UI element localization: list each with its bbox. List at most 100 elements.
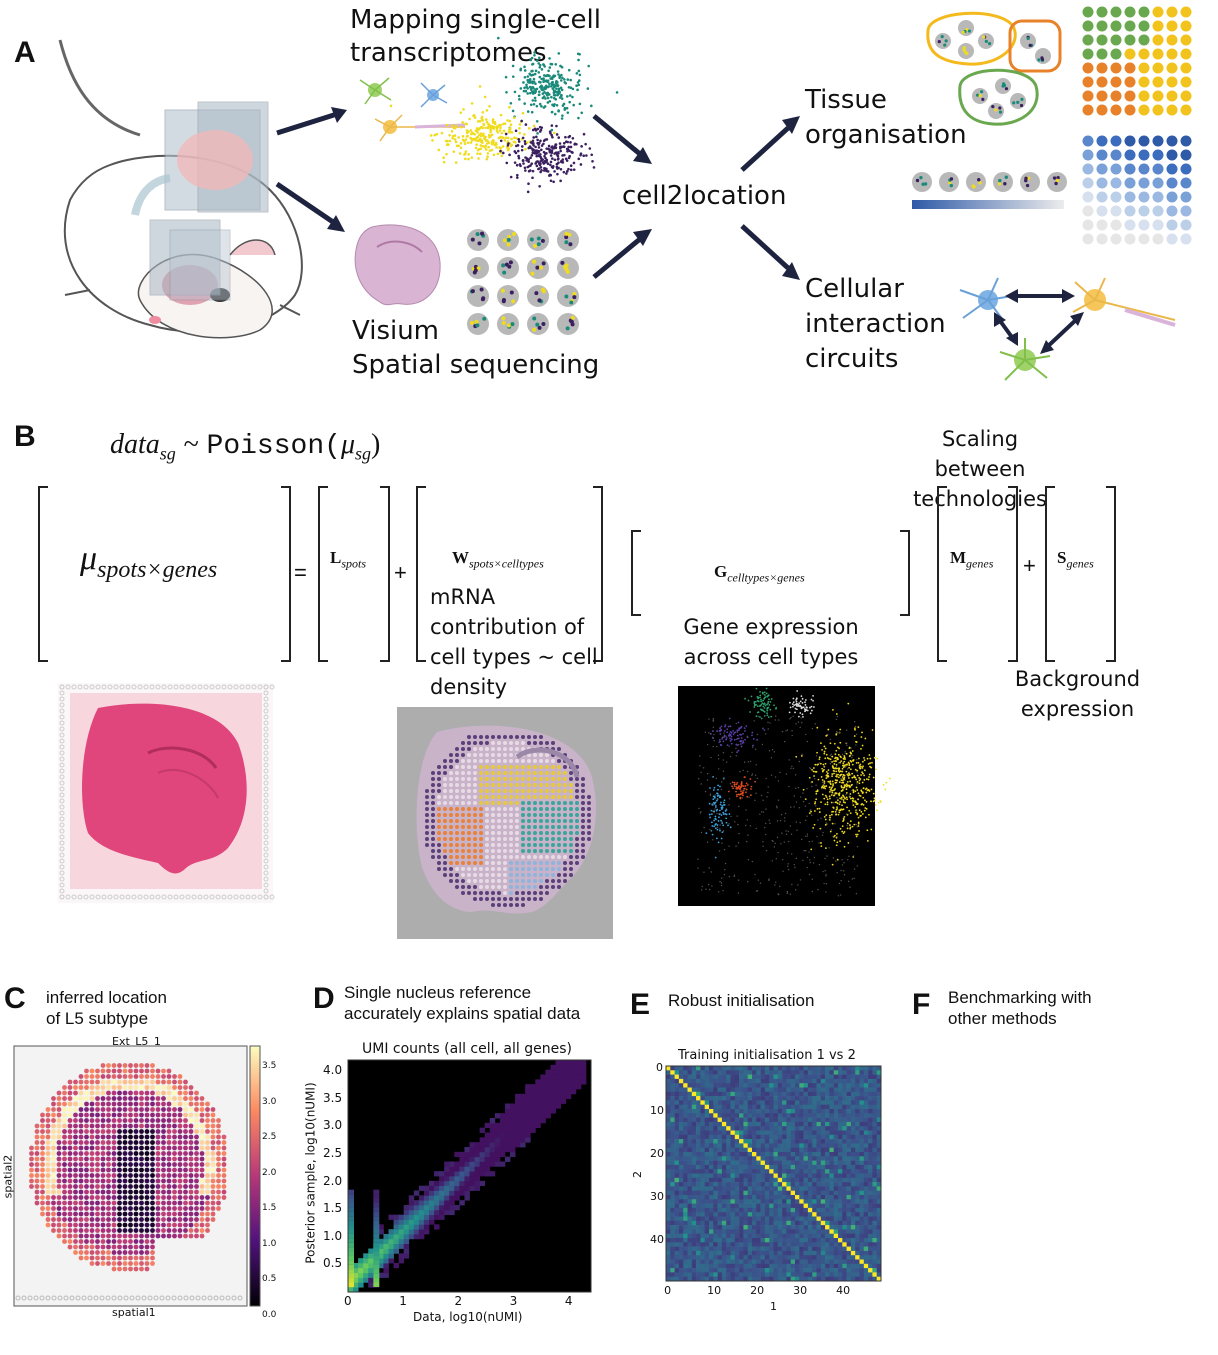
matrix-dot bbox=[1096, 191, 1108, 203]
matrix-dot bbox=[1096, 177, 1108, 189]
w-note-line1: mRNA bbox=[430, 585, 496, 609]
d-title-line1: Single nucleus reference bbox=[344, 983, 532, 1002]
f-title-line2: other methods bbox=[948, 1009, 1057, 1028]
matrix-dot bbox=[1110, 135, 1122, 147]
matrix-dot bbox=[1110, 104, 1122, 116]
matrix-dot bbox=[1166, 149, 1178, 161]
matrix-dot bbox=[1110, 34, 1122, 46]
interaction-circuit-illustration bbox=[959, 277, 1176, 381]
equals-sign: = bbox=[294, 560, 307, 585]
matrix-dot bbox=[1152, 233, 1164, 245]
eq-close: ) bbox=[371, 429, 381, 460]
visium-spot bbox=[557, 229, 579, 251]
matrix-dot bbox=[1138, 205, 1150, 217]
g-subscript: celltypes×genes bbox=[727, 570, 805, 585]
matrix-dot bbox=[1138, 62, 1150, 74]
matrix-dot bbox=[1082, 62, 1094, 74]
neuron-yellow-icon bbox=[374, 114, 466, 142]
single-cell-illustration bbox=[359, 36, 619, 194]
circuits-label-line1: Cellular bbox=[805, 274, 904, 304]
matrix-dot bbox=[1082, 205, 1094, 217]
matrix-dot bbox=[1180, 149, 1192, 161]
tissue-dot-matrix-bottom bbox=[1082, 135, 1192, 245]
matrix-dot bbox=[1124, 205, 1136, 217]
matrix-dot bbox=[1166, 20, 1178, 32]
matrix-dot bbox=[1110, 48, 1122, 60]
d-y-tick: 2.5 bbox=[323, 1145, 343, 1160]
matrix-dot bbox=[1152, 135, 1164, 147]
matrix-dot bbox=[1124, 90, 1136, 102]
matrix-dot bbox=[1110, 76, 1122, 88]
visium-tissue-image bbox=[354, 224, 441, 306]
mu-symbol: μ bbox=[80, 540, 98, 577]
m-subscript: genes bbox=[966, 556, 994, 571]
matrix-dot bbox=[1082, 104, 1094, 116]
matrix-dot bbox=[1082, 90, 1094, 102]
matrix-dot bbox=[1110, 233, 1122, 245]
arrow-mouse-to-visium bbox=[275, 181, 345, 232]
eq-mu-sub: sg bbox=[355, 443, 372, 464]
gradient-spot bbox=[1020, 172, 1040, 192]
matrix-dot bbox=[1124, 34, 1136, 46]
matrix-dot bbox=[1110, 177, 1122, 189]
l-matrix-label: Lspots bbox=[330, 548, 366, 571]
c-colorbar-tick: 0.0 bbox=[262, 1309, 277, 1320]
plus-sign-2: + bbox=[1023, 553, 1036, 578]
d-y-tick: 3.5 bbox=[323, 1090, 343, 1105]
matrix-dot bbox=[1082, 163, 1094, 175]
matrix-dot bbox=[1138, 233, 1150, 245]
panel-e-letter: E bbox=[630, 988, 651, 1021]
matrix-dot bbox=[1124, 191, 1136, 203]
m-title-line2: technologies bbox=[913, 487, 1047, 511]
matrix-dot bbox=[1138, 90, 1150, 102]
g-note-line1: Gene expression bbox=[683, 615, 859, 639]
circuits-label-line3: circuits bbox=[805, 344, 899, 374]
matrix-dot bbox=[1152, 219, 1164, 231]
neuron-yellow-icon bbox=[1072, 277, 1176, 327]
l-symbol: L bbox=[330, 548, 342, 567]
matrix-dot bbox=[1096, 205, 1108, 217]
matrix-dot bbox=[1180, 20, 1192, 32]
g-matrix-label: Gcelltypes×genes bbox=[714, 562, 805, 585]
matrix-dot bbox=[1166, 62, 1178, 74]
matrix-dot bbox=[1180, 233, 1192, 245]
w-symbol: W bbox=[452, 548, 469, 567]
matrix-dot bbox=[1152, 163, 1164, 175]
gradient-spot bbox=[993, 172, 1013, 192]
s-subscript: genes bbox=[1066, 556, 1094, 571]
panel-f-letter: F bbox=[912, 988, 931, 1021]
c-plot-title: Ext_L5_1 bbox=[112, 1035, 161, 1048]
d-ylabel: Posterior sample, log10(nUMI) bbox=[303, 1082, 318, 1264]
eq-data-sub: sg bbox=[159, 443, 176, 464]
visium-spot bbox=[497, 285, 519, 307]
tissue-label-line1: Tissue bbox=[805, 85, 887, 115]
e-x-tick: 10 bbox=[707, 1284, 722, 1297]
eq-mu: μ bbox=[340, 429, 355, 460]
c-colorbar-tick: 0.5 bbox=[262, 1274, 277, 1284]
d-y-tick: 0.5 bbox=[323, 1256, 343, 1271]
matrix-dot bbox=[1152, 48, 1164, 60]
e-x-tick: 40 bbox=[836, 1284, 851, 1297]
m-matrix-label: Mgenes bbox=[950, 548, 993, 571]
panel-c-letter: C bbox=[4, 982, 26, 1015]
matrix-dot bbox=[1096, 34, 1108, 46]
tissue-label-line2: organisation bbox=[805, 120, 967, 150]
circuits-label-line2: interaction bbox=[805, 309, 946, 339]
matrix-dot bbox=[1082, 6, 1094, 18]
matrix-dot bbox=[1124, 149, 1136, 161]
cell2location-label: cell2location bbox=[622, 181, 787, 211]
eq-sim: ~ bbox=[183, 429, 199, 460]
d-plot-title: UMI counts (all cell, all genes) bbox=[362, 1041, 572, 1057]
visium-label-line1: Visium bbox=[352, 316, 440, 346]
matrix-dot bbox=[1096, 76, 1108, 88]
eq-data: data bbox=[110, 429, 160, 460]
s-matrix-label: Sgenes bbox=[1057, 548, 1094, 571]
matrix-dot bbox=[1166, 163, 1178, 175]
tissue-spot bbox=[958, 20, 974, 36]
d-y-tick: 2.0 bbox=[323, 1173, 343, 1188]
g-symbol: G bbox=[714, 562, 728, 581]
gradient-spot bbox=[912, 172, 932, 192]
matrix-dot bbox=[1152, 205, 1164, 217]
panel-b-letter: B bbox=[14, 420, 36, 453]
matrix-dot bbox=[1180, 76, 1192, 88]
